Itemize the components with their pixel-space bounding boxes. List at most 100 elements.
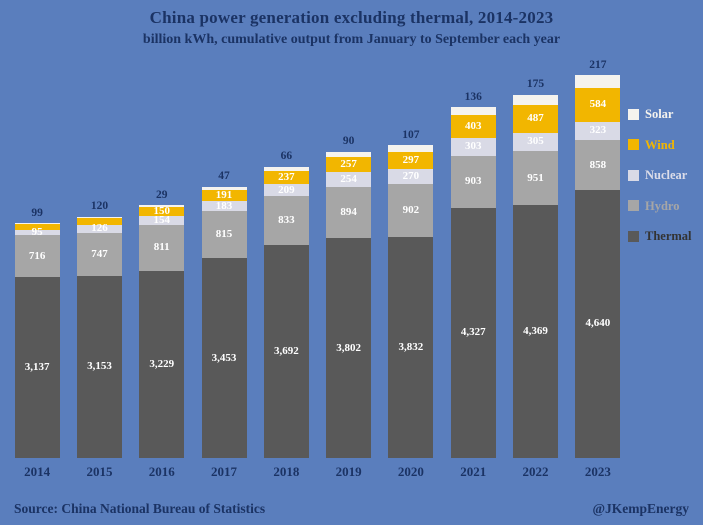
legend-item-solar: Solar	[628, 108, 700, 121]
x-axis-label: 2015	[86, 464, 113, 479]
bar-top-label: 29	[155, 188, 168, 201]
bar-segment-nuclear: 254	[326, 171, 372, 187]
bar-value-label: 257	[340, 157, 357, 170]
legend-swatch	[628, 169, 639, 181]
bar-segment-hydro: 716	[14, 235, 60, 277]
stacked-bar: 257 254 894 3,802	[326, 151, 372, 458]
bar-segment-nuclear: 270	[388, 168, 434, 185]
bar-segment-solar	[450, 107, 496, 115]
bar-value-label: 902	[402, 203, 420, 216]
bar-value-label: 4,369	[523, 325, 548, 338]
legend-label: Hydro	[645, 198, 680, 213]
bar-value-label: 95	[31, 226, 43, 239]
bar-segment-wind: 403	[450, 114, 496, 139]
bar-value-label: 126	[91, 222, 108, 235]
stacked-bar: 584 323 858 4,640	[575, 75, 621, 458]
bar-value-label: 584	[589, 98, 607, 111]
x-axis-label: 2020	[397, 464, 424, 479]
bar-segment-nuclear: 323	[575, 121, 621, 141]
bar-value-label: 3,692	[273, 344, 299, 357]
bar-value-label: 297	[402, 153, 420, 166]
bar-column-2023: 217 584 323 858 4,640 2023	[567, 50, 629, 482]
bar-segment-solar	[388, 145, 434, 152]
legend-item-wind: Wind	[628, 138, 700, 152]
bar-segment-hydro: 815	[201, 211, 247, 259]
legend-item-nuclear: Nuclear	[628, 169, 700, 182]
bar-segment-nuclear: 303	[450, 138, 496, 156]
bar-column-2015: 120 126 747 3,153 2015	[68, 50, 130, 482]
bar-segment-hydro: 951	[513, 150, 559, 206]
bar-value-label: 3,802	[336, 341, 361, 354]
x-axis-label: 2021	[460, 464, 487, 479]
bar-segment-hydro: 858	[575, 140, 621, 190]
bar-value-label: 150	[153, 204, 170, 217]
bar-segment-nuclear: 209	[263, 184, 309, 197]
bar-column-2019: 90 257 254 894 3,802 2019	[317, 50, 379, 482]
source-note: Source: China National Bureau of Statist…	[14, 501, 266, 516]
bar-top-label: 99	[31, 206, 43, 219]
bar-column-2017: 47 191 183 815 3,453 2017	[193, 50, 255, 482]
bar-value-label: 305	[527, 135, 544, 148]
bar-value-label: 254	[340, 172, 357, 185]
bar-segment-solar	[201, 187, 247, 190]
bar-segment-thermal: 4,640	[575, 189, 621, 458]
bar-value-label: 3,832	[398, 340, 424, 353]
bar-value-label: 3,453	[211, 351, 237, 364]
legend-label: Nuclear	[645, 168, 688, 182]
plot-area: 99 95 716 3,137 2014 120 126 747 3,153 2015 29 150 1…	[0, 50, 703, 482]
bar-segment-hydro: 833	[263, 196, 309, 245]
bar-value-label: 3,229	[149, 358, 175, 371]
bar-segment-wind: 257	[326, 157, 372, 172]
stacked-bar: 487 305 951 4,369	[513, 94, 559, 458]
bar-segment-nuclear: 183	[201, 199, 247, 212]
bar-value-label: 858	[589, 158, 607, 171]
bar-value-label: 403	[464, 120, 482, 133]
bar-value-label: 3,137	[24, 360, 50, 373]
bar-top-label: 136	[464, 90, 482, 103]
bar-top-label: 217	[589, 58, 607, 71]
stacked-bar: 403 303 903 4,327	[450, 107, 496, 458]
x-axis-label: 2016	[148, 464, 175, 479]
bar-value-label: 716	[28, 249, 46, 262]
bar-segment-wind	[14, 224, 60, 230]
bar-column-2014: 99 95 716 3,137 2014	[6, 50, 68, 482]
legend: Solar Wind Nuclear Hydro Thermal	[628, 108, 700, 261]
x-axis-label: 2023	[584, 464, 611, 479]
legend-swatch	[628, 108, 639, 120]
bar-value-label: 487	[527, 112, 544, 125]
stacked-bar: 126 747 3,153	[76, 217, 122, 458]
credit-handle: @JKempEnergy	[592, 501, 689, 516]
bar-value-label: 4,327	[460, 326, 486, 339]
x-axis-label: 2022	[522, 464, 549, 479]
bar-value-label: 833	[278, 214, 295, 227]
bar-value-label: 303	[464, 140, 482, 153]
chart-title: China power generation excluding thermal…	[149, 8, 554, 27]
bar-segment-nuclear: 305	[513, 132, 559, 151]
bar-segment-thermal: 3,832	[388, 236, 434, 458]
footer: Source: China National Bureau of Statist…	[0, 501, 703, 517]
bar-segment-wind	[76, 218, 122, 226]
bar-segment-solar	[263, 166, 309, 171]
legend-label: Thermal	[645, 229, 692, 243]
stacked-bar: 237 209 833 3,692	[263, 166, 309, 458]
bar-segment-nuclear: 95	[14, 226, 60, 239]
stacked-bar: 191 183 815 3,453	[201, 187, 247, 458]
bar-segment-thermal: 3,229	[139, 271, 185, 458]
bar-column-2021: 136 403 303 903 4,327 2021	[442, 50, 504, 482]
bar-value-label: 183	[215, 199, 233, 212]
bar-value-label: 3,153	[87, 360, 112, 373]
bar-segment-wind: 584	[575, 87, 621, 122]
bar-segment-hydro: 902	[388, 184, 434, 237]
stacked-bar: 150 154 811 3,229	[139, 204, 185, 458]
bar-segment-thermal: 4,327	[450, 207, 496, 458]
bar-segment-wind: 191	[201, 189, 247, 201]
bar-value-label: 903	[464, 175, 482, 188]
bar-segment-thermal: 3,137	[14, 276, 60, 458]
bar-top-label: 66	[280, 150, 293, 163]
bar-value-label: 4,640	[585, 317, 611, 330]
bar-value-label: 323	[589, 124, 607, 137]
bar-value-label: 237	[278, 171, 295, 184]
bar-value-label: 747	[91, 247, 108, 260]
bar-top-label: 90	[342, 135, 355, 148]
bar-segment-solar	[513, 94, 559, 105]
